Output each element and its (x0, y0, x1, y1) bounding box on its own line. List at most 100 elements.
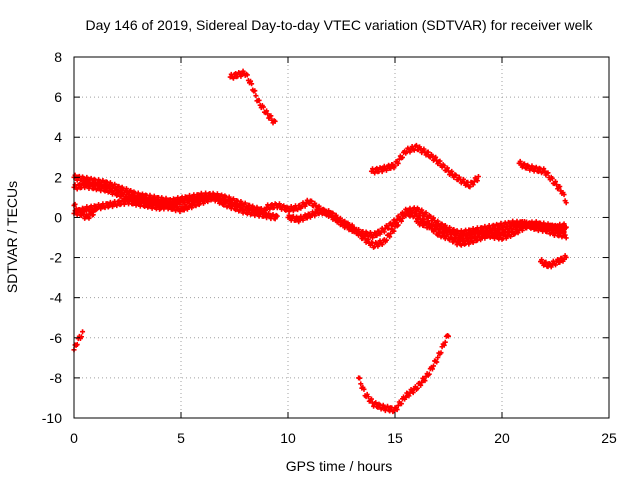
data-point (112, 187, 118, 193)
data-point (100, 177, 106, 183)
data-point (74, 186, 80, 192)
data-point (266, 210, 272, 216)
series-track-11 (538, 253, 569, 270)
y-tick-label: -6 (50, 330, 63, 346)
data-point (557, 259, 563, 265)
series-track-3 (71, 192, 205, 217)
data-point (270, 211, 276, 217)
data-point (92, 207, 98, 213)
data-point (295, 207, 301, 213)
data-point (205, 199, 211, 205)
data-point (444, 230, 450, 236)
data-point (398, 218, 404, 224)
data-point (149, 205, 155, 211)
data-point (116, 183, 122, 189)
data-point (545, 221, 551, 227)
data-point (561, 192, 567, 198)
data-point (219, 197, 225, 203)
x-tick-label: 5 (177, 430, 185, 446)
data-point (549, 176, 555, 182)
data-point (217, 200, 223, 206)
data-point (463, 182, 469, 188)
data-point (398, 401, 404, 407)
data-point (72, 172, 78, 178)
data-point (102, 188, 108, 194)
data-point (431, 215, 437, 221)
data-point (456, 237, 462, 243)
data-point (413, 142, 419, 148)
data-point (442, 339, 448, 345)
data-point (475, 173, 481, 179)
data-point (559, 226, 565, 232)
data-point (555, 256, 561, 262)
data-point (563, 254, 569, 260)
data-point (226, 194, 232, 200)
data-point (358, 231, 364, 237)
data-point (142, 203, 148, 209)
data-point (123, 196, 129, 202)
data-point (453, 172, 459, 178)
data-point (368, 396, 374, 402)
data-point (414, 385, 420, 391)
data-point (123, 192, 129, 198)
data-point (139, 199, 145, 205)
data-point (88, 175, 94, 181)
data-point (267, 206, 273, 212)
x-tick-label: 15 (387, 430, 403, 446)
data-point (230, 75, 236, 81)
data-point (300, 217, 306, 223)
data-point (375, 243, 381, 249)
data-point (361, 386, 367, 392)
data-point (114, 203, 120, 209)
data-point (254, 208, 260, 214)
y-tick-label: -2 (50, 250, 63, 266)
data-point (358, 381, 364, 387)
series-track-7 (413, 216, 569, 243)
data-point (242, 200, 248, 206)
data-point (193, 203, 199, 209)
data-point (541, 166, 547, 172)
data-point (562, 232, 568, 238)
data-point (309, 198, 315, 204)
data-point (449, 168, 455, 174)
data-point (494, 231, 500, 237)
y-tick-label: -10 (42, 410, 62, 426)
y-tick-label: 2 (54, 169, 62, 185)
data-point (431, 363, 437, 369)
series-track-10 (516, 158, 569, 206)
data-point (410, 390, 416, 396)
data-point (383, 223, 389, 229)
y-axis-ticks: -10 -8 -6 -4 -2 0 2 4 6 8 (42, 49, 609, 426)
data-point (230, 196, 236, 202)
data-point (276, 201, 282, 207)
data-point (249, 81, 255, 87)
data-point (265, 111, 271, 117)
series-track-12 (71, 329, 86, 353)
data-point (419, 379, 425, 385)
data-point (116, 198, 122, 204)
data-point (414, 216, 420, 222)
data-point (248, 78, 254, 84)
data-point (316, 203, 322, 209)
data-point (302, 212, 308, 218)
data-point (458, 242, 464, 248)
data-point (519, 164, 525, 170)
data-point (86, 215, 92, 221)
data-point (407, 149, 413, 155)
data-point (563, 200, 569, 206)
data-point (417, 212, 423, 218)
data-point (233, 207, 239, 213)
data-point (290, 208, 296, 214)
data-point (383, 167, 389, 173)
data-point (441, 163, 447, 169)
data-point (281, 203, 287, 209)
data-point (478, 228, 484, 234)
y-tick-label: 6 (54, 89, 62, 105)
data-point (553, 179, 558, 185)
data-point (151, 201, 157, 207)
data-point (557, 221, 563, 227)
data-point (365, 236, 371, 242)
data-point (373, 400, 379, 406)
data-point (437, 158, 443, 164)
y-tick-label: 8 (54, 49, 62, 65)
